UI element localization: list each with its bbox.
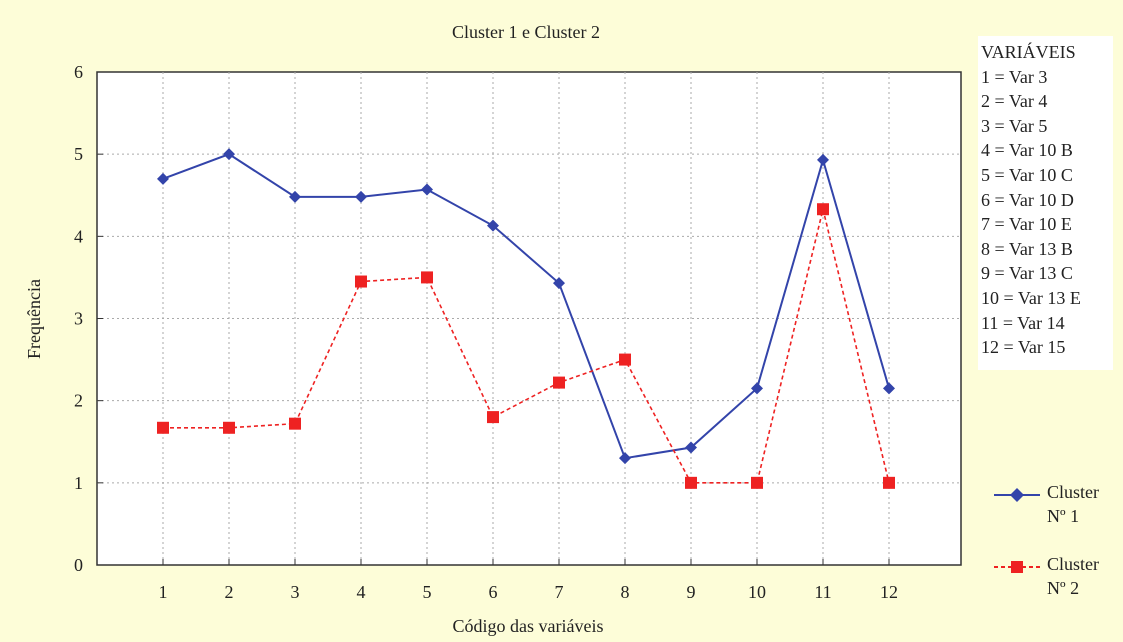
- x-tick-label: 1: [159, 582, 168, 602]
- data-point: [487, 411, 499, 424]
- data-point: [619, 353, 631, 366]
- data-point: [157, 172, 169, 185]
- x-tick-label: 9: [687, 582, 696, 602]
- x-tick-label: 8: [621, 582, 630, 602]
- x-tick-label: 10: [748, 582, 766, 602]
- legend-label-cluster-2: Cluster Nº 2: [1047, 554, 1099, 598]
- x-tick-label: 5: [423, 582, 432, 602]
- legend-label-cluster-1: Cluster Nº 1: [1047, 482, 1099, 526]
- data-point: [751, 476, 763, 489]
- series-line: [163, 209, 890, 484]
- variables-legend-item: 6 = Var 10 D: [981, 189, 1074, 210]
- x-tick-label: 12: [880, 582, 898, 602]
- variables-legend-item: 4 = Var 10 B: [981, 140, 1073, 161]
- chart-title: Cluster 1 e Cluster 2: [452, 22, 600, 42]
- series-line: [162, 153, 890, 460]
- x-tick-label: 3: [291, 582, 300, 602]
- data-point: [685, 476, 697, 489]
- data-point: [553, 277, 565, 290]
- variables-legend-item: 1 = Var 3: [981, 66, 1048, 87]
- data-point: [223, 421, 235, 434]
- data-point: [619, 452, 631, 465]
- variables-legend-item: 11 = Var 14: [981, 312, 1065, 333]
- x-tick-label: 6: [489, 582, 498, 602]
- variables-legend-item: 8 = Var 13 B: [981, 238, 1073, 259]
- variables-legend-item: 9 = Var 13 C: [981, 263, 1073, 284]
- data-point: [289, 417, 301, 430]
- data-point: [553, 376, 565, 389]
- data-point: [817, 203, 829, 216]
- data-point: [421, 271, 433, 284]
- x-tick-label: 11: [814, 582, 831, 602]
- y-tick-label: 1: [74, 473, 83, 493]
- y-tick-label: 6: [74, 62, 83, 82]
- y-tick-label: 0: [74, 555, 83, 575]
- data-point: [355, 190, 367, 203]
- data-point: [487, 219, 499, 232]
- y-tick-label: 4: [74, 226, 83, 246]
- data-point: [685, 441, 697, 454]
- variables-legend-item: 5 = Var 10 C: [981, 164, 1073, 185]
- y-tick-label: 3: [74, 309, 83, 329]
- y-axis-label: Frequência: [24, 279, 44, 359]
- data-point: [421, 183, 433, 196]
- data-point: [355, 275, 367, 288]
- data-point: [157, 421, 169, 434]
- data-point: [883, 382, 895, 395]
- legend-symbol-cluster-2: [994, 561, 1040, 573]
- variables-legend-item: 7 = Var 10 E: [981, 214, 1072, 235]
- series-1: [157, 148, 895, 465]
- data-point: [223, 148, 235, 161]
- x-axis-label: Código das variáveis: [453, 616, 604, 636]
- variables-legend: VARIÁVEIS 1 = Var 3 2 = Var 4 3 = Var 5 …: [978, 36, 1113, 370]
- variables-legend-item: 12 = Var 15: [981, 337, 1066, 358]
- x-tick-label: 4: [357, 582, 366, 602]
- x-tick-label: 2: [225, 582, 234, 602]
- variables-legend-item: 10 = Var 13 E: [981, 287, 1081, 308]
- y-tick-label: 5: [74, 144, 83, 164]
- data-point: [289, 190, 301, 203]
- x-tick-label: 7: [555, 582, 564, 602]
- data-point: [817, 153, 829, 166]
- variables-legend-item: 2 = Var 4: [981, 91, 1048, 112]
- series-legend: Cluster Nº 1 Cluster Nº 2: [990, 480, 1120, 610]
- y-tick-label: 2: [74, 391, 83, 411]
- variables-legend-item: 3 = Var 5: [981, 115, 1048, 136]
- data-point: [883, 476, 895, 489]
- legend-symbol-cluster-1: [994, 488, 1040, 502]
- data-point: [751, 382, 763, 395]
- legend-item-cluster-1: Cluster Nº 1: [990, 480, 1120, 538]
- series-layer: [157, 148, 895, 489]
- variables-legend-header: VARIÁVEIS: [981, 42, 1076, 62]
- series-2: [157, 203, 895, 489]
- legend-item-cluster-2: Cluster Nº 2: [990, 552, 1120, 610]
